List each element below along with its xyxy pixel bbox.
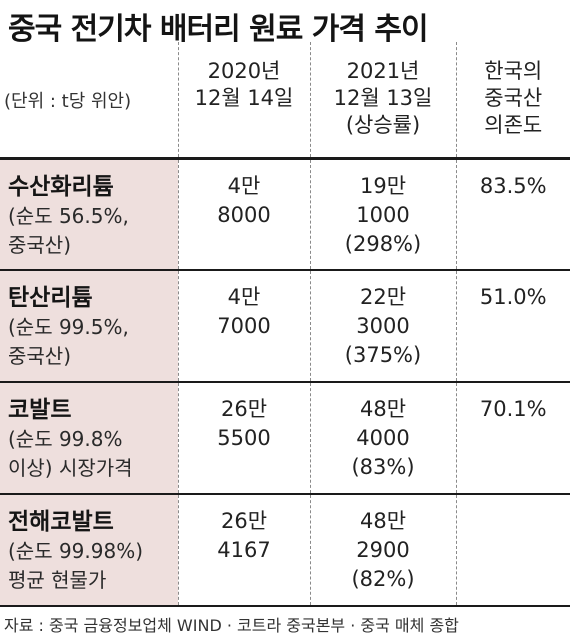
price-table: (단위 : t당 위안) 2020년 12월 14일 2021년 12월 13일… — [0, 42, 570, 607]
row-label: 코발트 (순도 99.8% 이상) 시장가격 — [0, 382, 178, 494]
table-row: 수산화리튬 (순도 56.5%, 중국산) 4만 8000 19만 1000 (… — [0, 158, 570, 270]
cell-dependency — [455, 494, 570, 606]
cell-2020: 26만 4167 — [177, 494, 310, 606]
cell-2020: 4만 7000 — [177, 270, 310, 382]
cell-2021: 22만 3000 (375%) — [309, 270, 456, 382]
cell-2021: 19만 1000 (298%) — [309, 158, 456, 270]
header-item: (단위 : t당 위안) — [0, 42, 178, 158]
table-row: 코발트 (순도 99.8% 이상) 시장가격 26만 5500 48만 4000… — [0, 382, 570, 494]
header-row: (단위 : t당 위안) 2020년 12월 14일 2021년 12월 13일… — [0, 42, 570, 158]
cell-2021: 48만 4000 (83%) — [309, 382, 456, 494]
header-2020: 2020년 12월 14일 — [177, 42, 310, 158]
row-label: 탄산리튬 (순도 99.5%, 중국산) — [0, 270, 178, 382]
page-title: 중국 전기차 배터리 원료 가격 추이 — [8, 12, 429, 47]
cell-dependency: 83.5% — [455, 158, 570, 270]
table-row: 전해코발트 (순도 99.98%) 평균 현물가 26만 4167 48만 29… — [0, 494, 570, 606]
row-label: 전해코발트 (순도 99.98%) 평균 현물가 — [0, 494, 178, 606]
table-row: 탄산리튬 (순도 99.5%, 중국산) 4만 7000 22만 3000 (3… — [0, 270, 570, 382]
header-2021: 2021년 12월 13일 (상승률) — [309, 42, 456, 158]
cell-dependency: 51.0% — [455, 270, 570, 382]
cell-dependency: 70.1% — [455, 382, 570, 494]
cell-2020: 26만 5500 — [177, 382, 310, 494]
unit-note: (단위 : t당 위안) — [4, 91, 132, 112]
row-label: 수산화리튬 (순도 56.5%, 중국산) — [0, 158, 178, 270]
header-dependency: 한국의 중국산 의존도 — [455, 42, 570, 158]
cell-2020: 4만 8000 — [177, 158, 310, 270]
cell-2021: 48만 2900 (82%) — [309, 494, 456, 606]
source-note: 자료 : 중국 금융정보업체 WIND · 코트라 중국본부 · 중국 매체 종… — [4, 616, 459, 635]
